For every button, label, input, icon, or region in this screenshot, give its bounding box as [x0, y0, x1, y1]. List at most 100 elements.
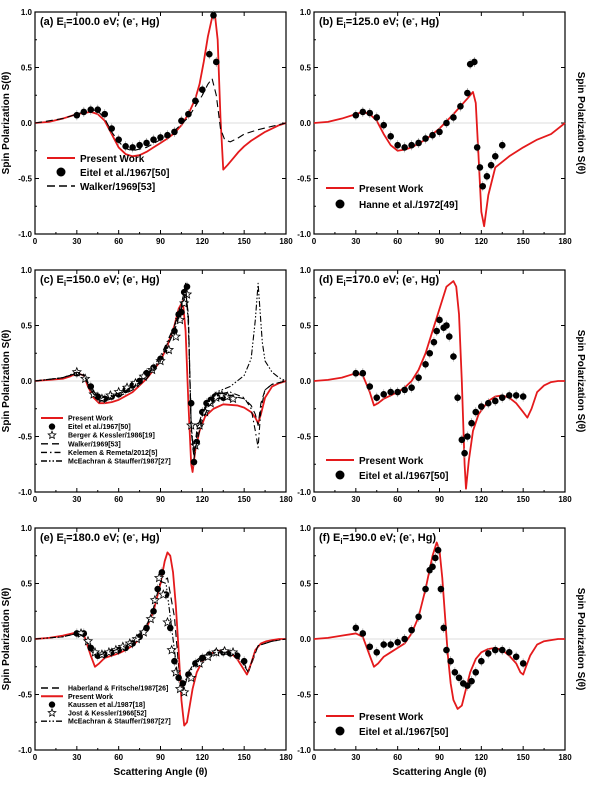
data-point: [380, 391, 388, 398]
x-tick-label: 30: [72, 237, 81, 246]
data-point: [192, 97, 199, 105]
series-line: [34, 551, 286, 727]
data-point: [479, 182, 487, 190]
data-point: [422, 585, 429, 593]
data-point: [436, 316, 443, 324]
x-tick-label: 150: [516, 753, 530, 762]
data-point: [519, 393, 527, 400]
y-tick-label: 0.5: [21, 322, 33, 331]
legend-swatch: [48, 701, 56, 708]
legend-label: Kaussen et al./1987[18]: [68, 702, 145, 709]
data-point: [498, 646, 506, 654]
data-point-star: [227, 393, 239, 404]
y-axis-label: Spin Polarization S(θ): [1, 330, 12, 433]
data-point: [136, 141, 143, 149]
data-point: [472, 408, 480, 416]
y-axis-label: Spin Polarization S(θ): [575, 330, 586, 433]
data-point: [408, 384, 415, 391]
data-point: [426, 349, 434, 357]
y-tick-label: 1.0: [300, 266, 312, 275]
data-point: [352, 111, 360, 119]
data-point: [394, 639, 401, 646]
y-tick-label: -0.5: [18, 433, 32, 442]
data-point: [150, 136, 157, 143]
x-tick-label: 180: [279, 753, 293, 762]
x-tick-label: 180: [279, 495, 293, 504]
data-point-star: [138, 626, 149, 637]
series-Present Work: [313, 280, 565, 490]
legend-label: McEachran & Stauffer/1987[27]: [68, 459, 171, 466]
data-point: [447, 657, 454, 665]
y-axis-label: Spin Polarization S(θ): [1, 72, 12, 175]
data-point: [491, 397, 499, 405]
series-line: [34, 291, 287, 460]
x-tick-label: 30: [72, 753, 81, 762]
panel-title: (b) Ei=125.0 eV; (e-, Hg): [319, 14, 439, 30]
data-point: [472, 669, 480, 676]
data-point: [210, 12, 217, 19]
data-point: [401, 386, 408, 394]
data-point: [461, 449, 468, 457]
data-point: [408, 141, 415, 149]
data-point: [436, 128, 443, 136]
data-point: [432, 554, 439, 562]
data-point: [491, 646, 499, 654]
x-tick-label: 180: [558, 753, 572, 762]
legend-label: Eitel et al./1967[50]: [359, 727, 449, 738]
y-tick-label: -0.5: [18, 691, 32, 700]
x-tick-label: 60: [114, 753, 123, 762]
series-McEachran & Stauffer/1987[27]: [34, 580, 287, 687]
data-point: [366, 109, 374, 117]
x-tick-label: 150: [237, 753, 251, 762]
data-point: [498, 394, 506, 401]
data-point-star: [211, 392, 222, 403]
data-point: [445, 333, 453, 340]
legend-label: Present Work: [68, 694, 113, 701]
data-point: [199, 86, 206, 93]
data-point: [440, 624, 447, 632]
data-point: [387, 133, 394, 140]
x-tick-label: 0: [312, 753, 317, 762]
data-point: [178, 117, 185, 125]
data-point: [478, 403, 485, 410]
x-tick-label: 30: [72, 495, 81, 504]
legend-label: McEachran & Stauffer/1987[27]: [68, 719, 171, 726]
data-point: [359, 369, 367, 377]
data-point: [478, 657, 485, 665]
panel-title: (d) Ei=170.0 eV; (e-, Hg): [319, 272, 439, 288]
y-tick-label: -0.5: [297, 433, 311, 442]
data-point: [143, 139, 150, 147]
y-tick-label: -1.0: [297, 488, 311, 497]
data-point: [458, 436, 466, 444]
series-Eitel et al./1967[50]: [352, 314, 527, 459]
data-point-star: [153, 572, 165, 583]
x-tick-label: 150: [237, 495, 251, 504]
data-point-star: [89, 646, 101, 657]
legend-label: Present Work: [359, 712, 424, 723]
data-point: [415, 613, 422, 621]
y-tick-label: -0.5: [18, 175, 32, 184]
data-point: [352, 369, 360, 377]
data-point: [143, 624, 150, 632]
x-tick-label: 0: [312, 495, 317, 504]
y-tick-label: 0.5: [300, 64, 312, 73]
x-tick-label: 30: [351, 495, 360, 504]
data-point: [352, 624, 360, 632]
data-point: [429, 131, 436, 139]
data-point: [359, 108, 367, 116]
y-tick-label: 0.0: [21, 119, 33, 128]
panel-e: 0 30 60 90 120 150 180 -1.0 -0.5 0.0 0.5 1.0 (e) Ei=…: [1, 524, 293, 778]
x-tick-label: 30: [351, 753, 360, 762]
y-tick-label: 1.0: [21, 8, 33, 17]
data-point: [498, 141, 506, 149]
legend-swatch: [335, 199, 345, 209]
panel-a: 0 30 60 90 120 150 180 -1.0 -0.5 0.0 0.5 1.0 (a) Ei=…: [1, 8, 293, 246]
data-point: [359, 630, 367, 637]
x-tick-label: 150: [516, 237, 530, 246]
legend-label: Hanne et al./1972[49]: [359, 200, 458, 211]
x-tick-label: 120: [196, 753, 210, 762]
data-point: [505, 649, 513, 656]
panel-f: 0 30 60 90 120 150 180 -1.0 -0.5 0.0 0.5 1.0 (f) Ei=…: [297, 524, 586, 778]
